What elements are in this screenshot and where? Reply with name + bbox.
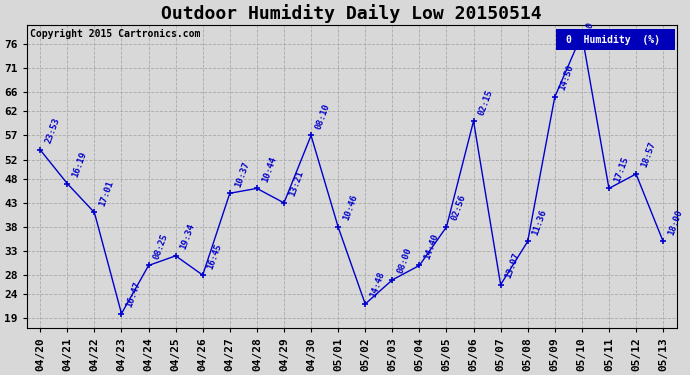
Text: 23:53: 23:53 <box>43 117 61 145</box>
Text: Copyright 2015 Cartronics.com: Copyright 2015 Cartronics.com <box>30 29 200 39</box>
Text: 02:15: 02:15 <box>477 88 495 116</box>
Text: 13:07: 13:07 <box>504 252 522 280</box>
Text: 17:15: 17:15 <box>612 155 630 184</box>
Text: 18:00: 18:00 <box>667 208 684 237</box>
Text: 13:21: 13:21 <box>287 170 305 198</box>
Text: 16:47: 16:47 <box>125 280 142 309</box>
Text: 02:56: 02:56 <box>450 194 467 222</box>
Text: 18:57: 18:57 <box>639 141 657 169</box>
Text: 16:19: 16:19 <box>70 150 88 179</box>
Text: 11:36: 11:36 <box>531 208 549 237</box>
Text: 10:46: 10:46 <box>342 194 359 222</box>
Text: 16:45: 16:45 <box>206 242 224 270</box>
Text: 14:40: 14:40 <box>423 232 440 261</box>
Title: Outdoor Humidity Daily Low 20150514: Outdoor Humidity Daily Low 20150514 <box>161 4 542 23</box>
Text: 14:48: 14:48 <box>368 271 386 299</box>
Text: 08:25: 08:25 <box>152 232 170 261</box>
Text: 0: 0 <box>585 21 595 30</box>
Text: 10:37: 10:37 <box>233 160 250 188</box>
Text: 14:50: 14:50 <box>558 64 575 92</box>
Text: 10:44: 10:44 <box>260 155 278 184</box>
Text: 19:34: 19:34 <box>179 223 197 251</box>
Text: 08:10: 08:10 <box>315 102 332 130</box>
Text: 08:00: 08:00 <box>395 247 413 275</box>
Text: 17:01: 17:01 <box>98 179 115 208</box>
